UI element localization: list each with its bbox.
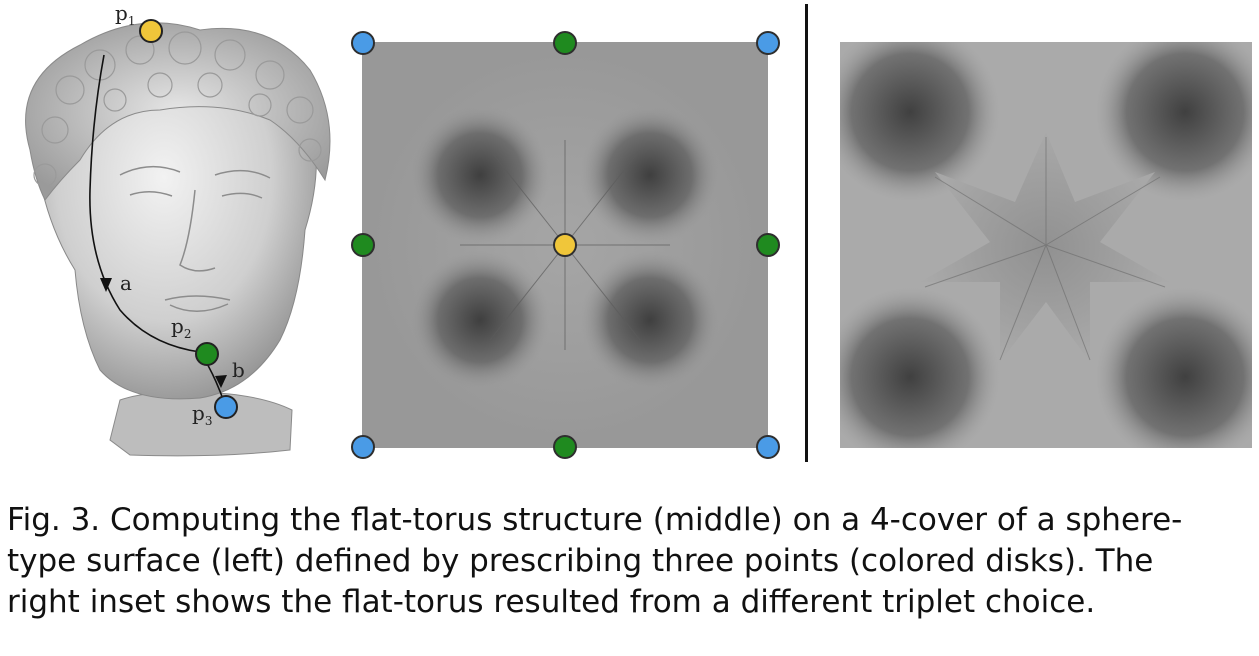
disk-middle-right — [756, 233, 780, 257]
caption-line-2: type surface (left) defined by prescribi… — [7, 543, 1154, 579]
alt-flat-torus-texture — [840, 42, 1252, 448]
disk-corner-top-left — [351, 31, 375, 55]
vertical-divider — [805, 4, 808, 462]
figure: a b p1 p2 p3 — [0, 0, 1252, 470]
figure-caption: Fig. 3. Computing the flat-torus structu… — [7, 500, 1252, 623]
flat-torus-texture — [351, 31, 780, 459]
disk-corner-bottom-left — [351, 435, 375, 459]
head-illustration: a b p1 p2 p3 — [25, 1, 331, 457]
right-panel-alt-flat-torus — [840, 42, 1252, 448]
arrow-a — [100, 278, 112, 292]
disk-markers — [351, 31, 780, 459]
disk-middle-left — [351, 233, 375, 257]
caption-line-1: Fig. 3. Computing the flat-torus structu… — [7, 502, 1183, 538]
point-p3-disk — [214, 395, 238, 419]
point-p2-disk — [195, 342, 219, 366]
point-p2-label: p2 — [171, 314, 191, 341]
hair-curls — [33, 31, 322, 187]
disk-corner-top-right — [756, 31, 780, 55]
disk-top-middle — [553, 31, 577, 55]
disk-center — [553, 233, 577, 257]
path-label-a: a — [120, 271, 132, 295]
disk-bottom-middle — [553, 435, 577, 459]
facial-features — [119, 166, 271, 312]
caption-line-3: right inset shows the flat-torus resulte… — [7, 584, 1096, 620]
arrow-b — [215, 375, 227, 388]
disk-corner-bottom-right — [756, 435, 780, 459]
left-panel-head: a b p1 p2 p3 — [0, 0, 340, 470]
path-label-b: b — [232, 358, 245, 382]
point-p3-label: p3 — [192, 401, 212, 428]
point-p1-disk — [139, 19, 163, 43]
middle-panel-flat-torus — [340, 0, 800, 470]
point-p1-label: p1 — [115, 1, 135, 28]
